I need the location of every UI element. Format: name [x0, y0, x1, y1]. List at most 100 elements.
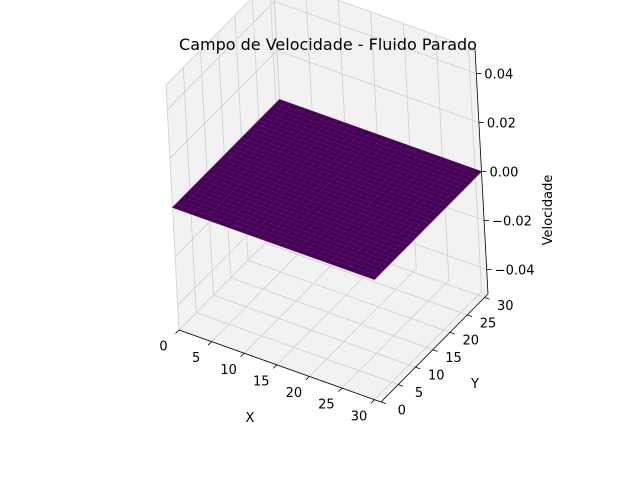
y-tick-mark — [432, 349, 438, 352]
surface-mesh-line — [283, 138, 391, 248]
x-tick-label: 25 — [318, 398, 335, 413]
grid-line-y — [182, 67, 399, 386]
grid-line-x — [341, 35, 450, 389]
z-tick-label: −0.02 — [492, 215, 532, 230]
surface-mesh-line — [196, 182, 399, 256]
surface-mesh-line — [255, 123, 458, 197]
surface-mesh-line — [231, 120, 339, 229]
x-axis-label: X — [246, 411, 255, 426]
surface-mesh-line — [262, 116, 465, 190]
x-tick-mark — [338, 387, 343, 392]
z-tick-label: 0.02 — [487, 117, 516, 132]
surface-mesh-line — [217, 162, 420, 235]
surface-mesh-line — [374, 171, 482, 280]
surface-mesh-line — [191, 106, 300, 215]
x-tick-label: 0 — [159, 340, 167, 355]
z-tick-label: −0.04 — [495, 264, 535, 279]
surface-mesh-line — [270, 134, 378, 243]
y-tick-mark — [380, 401, 386, 405]
pane-top-edge — [165, 0, 476, 86]
grid-line-x — [308, 23, 417, 377]
surface-mesh-line — [335, 157, 443, 266]
surface-mesh-line — [179, 200, 382, 273]
surface-mesh-line — [296, 143, 404, 252]
grid-line-y — [200, 50, 416, 368]
surface-mesh-line — [204, 110, 313, 220]
surface-mesh-line — [224, 155, 427, 228]
x-tick-mark — [175, 329, 180, 334]
x-tick-mark — [305, 376, 310, 381]
surface-mesh-line — [269, 109, 472, 183]
grid-line-y — [234, 15, 451, 333]
surface-mesh-line — [193, 186, 396, 259]
surface-mesh-line — [244, 124, 352, 234]
surface-mesh-line — [276, 136, 384, 245]
surface-mesh-line — [211, 113, 319, 222]
y-axis-label: Y — [470, 377, 479, 392]
surface-mesh-line — [361, 166, 469, 275]
surface-mesh-line — [289, 141, 397, 250]
surface-mesh-line — [172, 207, 375, 280]
surface-mesh-line — [354, 164, 463, 273]
y-tick-label: 5 — [415, 386, 423, 401]
surface-mesh-line — [315, 150, 423, 259]
surface-mesh-line — [213, 165, 416, 238]
surface-mesh-line — [203, 175, 406, 249]
surface-mesh-line — [175, 203, 379, 277]
surface-mesh-line — [257, 129, 365, 238]
y-axis-line — [380, 293, 489, 403]
surface-mesh-line — [248, 130, 451, 204]
surface-mesh-line — [234, 144, 437, 217]
surface-mesh-line — [341, 159, 450, 269]
surface-mesh-line — [258, 120, 461, 193]
surface-mesh-line — [189, 189, 392, 263]
x-axis-line — [178, 329, 382, 403]
y-tick-mark — [449, 331, 455, 335]
x-tick-label: 10 — [220, 363, 237, 378]
surface-mesh-line — [302, 145, 410, 255]
surface-mesh-line — [251, 127, 454, 200]
surface-mesh-line — [186, 193, 389, 266]
surface-mesh-line — [198, 108, 306, 217]
z-tick-label: 0.04 — [484, 68, 513, 83]
surface-mesh-line — [217, 115, 326, 224]
x-tick-label: 30 — [351, 409, 368, 424]
floor-pane — [179, 222, 488, 402]
surface-mesh-line — [348, 162, 456, 271]
chart-title: Campo de Velocidade - Fluido Parado — [179, 35, 477, 54]
x-tick-mark — [240, 352, 245, 358]
surface-mesh-line — [220, 158, 423, 231]
surface-mesh-line — [210, 168, 413, 242]
y-tick-mark — [398, 384, 404, 387]
surface-mesh-line — [265, 113, 468, 186]
grid-line-x — [374, 46, 482, 401]
y-tick-mark — [467, 314, 473, 317]
grid-line-y — [251, 0, 468, 316]
surface-mesh-line — [231, 148, 434, 221]
surface-mesh-line — [185, 104, 293, 213]
y-tick-label: 10 — [428, 369, 445, 384]
x-tick-label: 15 — [253, 374, 270, 389]
y-tick-label: 25 — [480, 316, 497, 331]
surface-mesh-line — [309, 148, 417, 257]
surface-mesh-line — [328, 155, 437, 264]
surface-mesh-line — [200, 179, 403, 252]
surface-mesh-line — [238, 141, 441, 214]
surface-mesh-line — [279, 99, 482, 172]
grid-line-y — [217, 32, 433, 351]
surface-mesh-line — [237, 122, 345, 231]
surface-mesh-line — [206, 172, 410, 245]
x-tick-mark — [207, 341, 212, 346]
z-axis-label: Velocidade — [541, 175, 556, 246]
surface-mesh-line — [263, 131, 371, 241]
surface-mesh-line — [241, 137, 444, 211]
surface-mesh-line — [367, 169, 476, 278]
y-tick-label: 20 — [462, 334, 479, 349]
surface-mesh-line — [224, 117, 332, 227]
y-tick-mark — [484, 297, 490, 300]
x-tick-mark — [272, 364, 278, 369]
surface-mesh-line — [178, 101, 287, 210]
velocity-surface — [171, 99, 483, 280]
